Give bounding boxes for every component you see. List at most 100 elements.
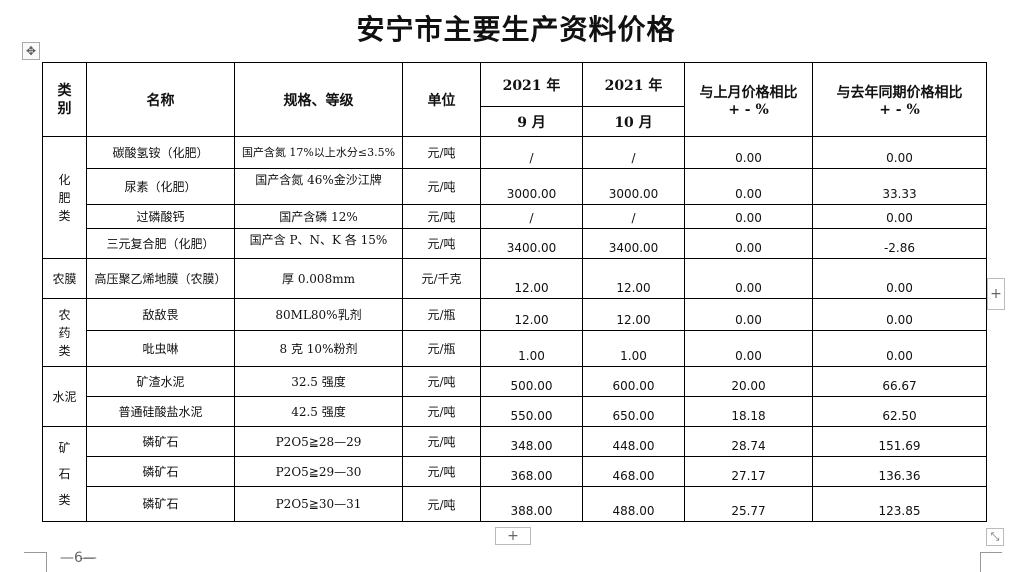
header-oct-year: 2021 年 xyxy=(582,62,685,107)
table-resize-diagonal-icon[interactable]: ⤡ xyxy=(986,528,1004,546)
page-number: —6— xyxy=(60,550,97,566)
change-yoy: 0.00 xyxy=(812,136,987,169)
item-spec: 国产含氮 17%以上水分≤3.5% xyxy=(234,136,403,169)
category-cell: 农膜 xyxy=(42,258,87,299)
change-yoy: 0.00 xyxy=(812,330,987,367)
item-spec: 8 克 10%粉剂 xyxy=(234,330,403,367)
table-row: 磷矿石 P2O5≧29—30 元/吨 368.00 468.00 27.17 1… xyxy=(43,456,987,487)
change-mom: 18.18 xyxy=(684,396,813,427)
category-cell: 化肥类 xyxy=(42,136,87,259)
change-yoy: 0.00 xyxy=(812,298,987,331)
item-unit: 元/吨 xyxy=(402,486,481,522)
table-row: 农膜 高压聚乙烯地膜（农膜） 厚 0.008mm 元/千克 12.00 12.0… xyxy=(42,258,987,299)
price-sep: 12.00 xyxy=(480,298,583,331)
item-name: 过磷酸钙 xyxy=(86,204,235,229)
item-name: 磷矿石 xyxy=(86,426,235,457)
header-name: 名称 xyxy=(86,62,235,137)
item-name: 碳酸氢铵（化肥） xyxy=(86,136,235,169)
price-sep: 3400.00 xyxy=(480,228,583,259)
change-mom: 27.17 xyxy=(684,456,813,487)
item-spec: 32.5 强度 xyxy=(234,366,403,397)
price-oct: 12.00 xyxy=(582,298,685,331)
item-unit: 元/千克 xyxy=(402,258,481,299)
table-row: 磷矿石 P2O5≧30—31 元/吨 388.00 488.00 25.77 1… xyxy=(43,486,987,522)
item-name: 高压聚乙烯地膜（农膜） xyxy=(86,258,235,299)
price-oct: / xyxy=(582,136,685,169)
item-unit: 元/吨 xyxy=(402,168,481,205)
table-row: 尿素（化肥） 国产含氮 46%金沙江牌 元/吨 3000.00 3000.00 … xyxy=(43,168,987,205)
price-oct: 3000.00 xyxy=(582,168,685,205)
price-sep: 550.00 xyxy=(480,396,583,427)
header-mom-line1: 与上月价格相比 xyxy=(699,84,798,101)
price-sep: 368.00 xyxy=(480,456,583,487)
header-yoy: 与去年同期价格相比 + - % xyxy=(812,62,987,137)
item-unit: 元/吨 xyxy=(402,456,481,487)
price-sep: / xyxy=(480,204,583,229)
table-row: 三元复合肥（化肥） 国产含 P、N、K 各 15% 元/吨 3400.00 34… xyxy=(43,228,987,259)
price-oct: / xyxy=(582,204,685,229)
crop-mark-icon xyxy=(24,552,46,553)
item-name: 磷矿石 xyxy=(86,456,235,487)
change-mom: 0.00 xyxy=(684,228,813,259)
item-spec: 国产含 P、N、K 各 15% xyxy=(234,228,403,259)
price-oct: 3400.00 xyxy=(582,228,685,259)
category-cell: 农药类 xyxy=(42,298,87,367)
item-unit: 元/吨 xyxy=(402,136,481,169)
item-unit: 元/瓶 xyxy=(402,298,481,331)
change-yoy: 136.36 xyxy=(812,456,987,487)
price-oct: 468.00 xyxy=(582,456,685,487)
price-oct: 600.00 xyxy=(582,366,685,397)
item-unit: 元/吨 xyxy=(402,204,481,229)
crop-mark-icon xyxy=(46,552,47,572)
change-mom: 25.77 xyxy=(684,486,813,522)
change-yoy: 62.50 xyxy=(812,396,987,427)
item-unit: 元/瓶 xyxy=(402,330,481,367)
item-spec: 国产含磷 12% xyxy=(234,204,403,229)
change-mom: 20.00 xyxy=(684,366,813,397)
header-sep-month: 9 月 xyxy=(480,106,583,137)
category-cell: 水泥 xyxy=(42,366,87,427)
change-mom: 0.00 xyxy=(684,298,813,331)
add-row-plus-icon[interactable]: + xyxy=(495,527,531,545)
page-number-value: 6 xyxy=(74,550,83,566)
item-name: 矿渣水泥 xyxy=(86,366,235,397)
table-row: 农药类 敌敌畏 80ML80%乳剂 元/瓶 12.00 12.00 0.00 0… xyxy=(42,298,987,367)
add-column-plus-icon[interactable]: + xyxy=(987,278,1005,310)
price-oct: 650.00 xyxy=(582,396,685,427)
change-yoy: 151.69 xyxy=(812,426,987,457)
item-spec: 国产含氮 46%金沙江牌 xyxy=(234,168,403,205)
header-oct-month: 10 月 xyxy=(582,106,685,137)
item-spec: P2O5≧28—29 xyxy=(234,426,403,457)
header-spec: 规格、等级 xyxy=(234,62,403,137)
item-spec: P2O5≧30—31 xyxy=(234,486,403,522)
change-yoy: 123.85 xyxy=(812,486,987,522)
price-oct: 488.00 xyxy=(582,486,685,522)
item-name: 磷矿石 xyxy=(86,486,235,522)
change-mom: 0.00 xyxy=(684,330,813,367)
price-sep: / xyxy=(480,136,583,169)
change-yoy: 0.00 xyxy=(812,258,987,299)
crop-mark-icon xyxy=(980,552,981,572)
item-spec: 厚 0.008mm xyxy=(234,258,403,299)
item-unit: 元/吨 xyxy=(402,426,481,457)
price-sep: 1.00 xyxy=(480,330,583,367)
change-yoy: 0.00 xyxy=(812,204,987,229)
table-move-handle-icon[interactable]: ✥ xyxy=(22,42,40,60)
item-spec: 42.5 强度 xyxy=(234,396,403,427)
price-sep: 3000.00 xyxy=(480,168,583,205)
price-sep: 500.00 xyxy=(480,366,583,397)
price-sep: 348.00 xyxy=(480,426,583,457)
header-yoy-line2: + - % xyxy=(879,101,920,118)
table-row: 过磷酸钙 国产含磷 12% 元/吨 / / 0.00 0.00 xyxy=(43,204,987,229)
price-sep: 388.00 xyxy=(480,486,583,522)
change-mom: 0.00 xyxy=(684,136,813,169)
crop-mark-icon xyxy=(80,558,94,559)
document-title: 安宁市主要生产资料价格 xyxy=(356,13,676,46)
header-category: 类别 xyxy=(42,62,87,137)
item-name: 吡虫啉 xyxy=(86,330,235,367)
price-oct: 448.00 xyxy=(582,426,685,457)
table-row: 吡虫啉 8 克 10%粉剂 元/瓶 1.00 1.00 0.00 0.00 xyxy=(43,330,987,367)
header-sep-year: 2021 年 xyxy=(480,62,583,107)
change-mom: 0.00 xyxy=(684,168,813,205)
item-name: 三元复合肥（化肥） xyxy=(86,228,235,259)
